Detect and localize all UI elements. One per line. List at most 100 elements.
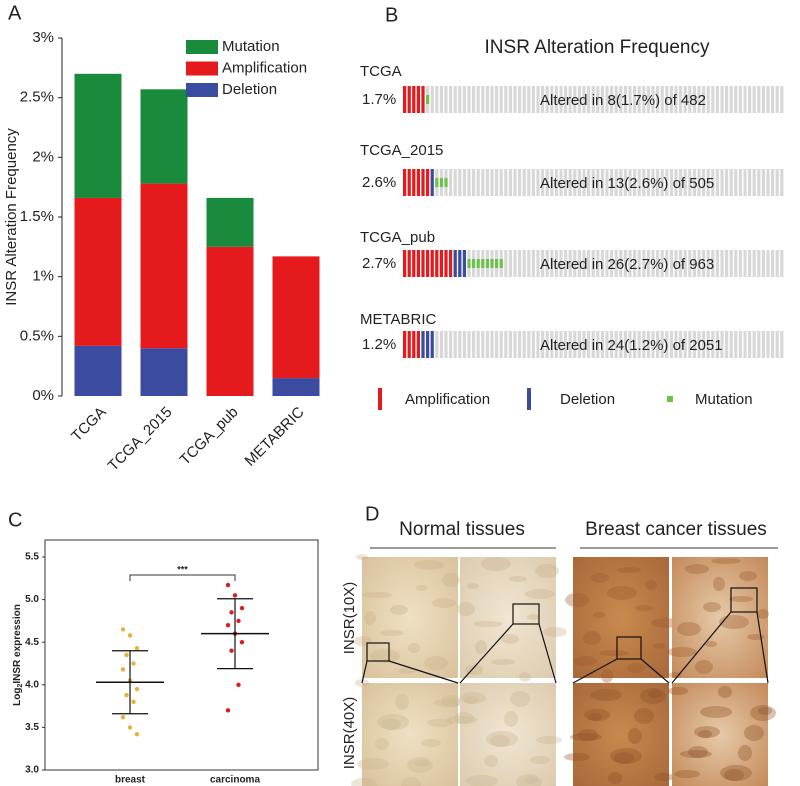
sample-tick (462, 331, 466, 358)
sample-tick (761, 250, 765, 277)
sample-tick (536, 169, 540, 196)
alteration-tick (426, 250, 430, 277)
legend-label: Mutation (222, 38, 280, 55)
x-tick-label: carcinoma (210, 775, 260, 786)
sample-tick (531, 331, 535, 358)
tissue-texture (590, 689, 622, 701)
sample-tick (734, 250, 738, 277)
row-summary: Altered in 8(1.7%) of 482 (540, 92, 706, 109)
micrograph (672, 683, 768, 786)
sample-tick (706, 169, 710, 196)
tissue-texture (504, 711, 518, 727)
alteration-tick (426, 331, 430, 358)
sample-tick (559, 331, 563, 358)
tissue-texture (635, 605, 653, 611)
sample-tick (458, 331, 462, 358)
data-point (225, 582, 231, 588)
tissue-texture (414, 560, 444, 570)
sample-tick (697, 169, 701, 196)
bar-segment (74, 345, 122, 396)
data-point (239, 605, 245, 611)
sample-tick (536, 331, 540, 358)
bar-segment (74, 73, 122, 198)
legend-swatch (186, 40, 218, 54)
sample-tick (550, 169, 554, 196)
zoom-line (756, 611, 769, 684)
sample-tick (646, 86, 650, 113)
x-tick-label: TCGA_2015 (105, 404, 176, 475)
sample-tick (702, 169, 706, 196)
tissue-texture (475, 640, 487, 654)
tissue-texture (407, 757, 433, 773)
sample-tick (665, 169, 669, 196)
sample-tick (729, 331, 733, 358)
alteration-tick (421, 169, 425, 196)
significance-label: *** (177, 564, 188, 574)
sample-tick (513, 169, 517, 196)
tissue-texture (433, 699, 465, 707)
alteration-tick (421, 86, 425, 113)
tissue-texture (705, 641, 717, 647)
sample-tick (582, 169, 586, 196)
tissue-texture (516, 774, 542, 786)
tissue-texture (442, 573, 460, 587)
sample-tick (734, 86, 738, 113)
sample-tick (476, 86, 480, 113)
alteration-tick (407, 250, 411, 277)
sample-tick (462, 169, 466, 196)
alteration-tick (407, 86, 411, 113)
data-point (120, 627, 126, 632)
tissue-texture (583, 631, 601, 645)
legend-label: Deletion (222, 81, 277, 98)
sample-tick (715, 86, 719, 113)
sample-tick (522, 169, 526, 196)
sample-tick (573, 169, 577, 196)
sample-tick (499, 169, 503, 196)
data-point (131, 661, 136, 666)
sample-tick (720, 86, 724, 113)
sample-tick (449, 331, 453, 358)
tissue-texture (645, 580, 657, 590)
sample-tick (766, 86, 770, 113)
alteration-tick (453, 250, 457, 277)
tissue-texture (524, 776, 538, 784)
y-tick-label: 2% (32, 148, 54, 165)
alteration-tick (449, 250, 453, 277)
y-axis-label-part: INSR expression (12, 604, 23, 683)
sample-tick (757, 169, 761, 196)
data-point (134, 645, 140, 651)
tissue-texture (668, 687, 688, 695)
tissue-texture (401, 777, 421, 786)
data-point (134, 686, 140, 692)
sample-tick (679, 250, 683, 277)
sample-tick (623, 169, 627, 196)
alteration-tick (407, 331, 411, 358)
sample-tick (508, 169, 512, 196)
sample-tick (513, 250, 517, 277)
sample-tick (738, 250, 742, 277)
tissue-texture (698, 730, 712, 738)
sample-tick (527, 169, 531, 196)
alteration-tick (412, 250, 416, 277)
sample-tick (614, 331, 618, 358)
alteration-tick (426, 169, 430, 196)
sample-tick (642, 331, 646, 358)
sample-tick (729, 250, 733, 277)
zoom-line (538, 623, 557, 684)
sample-tick (637, 169, 641, 196)
data-point (127, 633, 133, 638)
row-name: TCGA_pub (360, 229, 435, 246)
data-point (225, 708, 231, 713)
sample-tick (757, 331, 761, 358)
tissue-texture (744, 725, 764, 741)
tissue-texture (588, 713, 602, 721)
sample-tick (453, 331, 457, 358)
sample-tick (688, 169, 692, 196)
sample-tick (669, 250, 673, 277)
sample-tick (485, 169, 489, 196)
tissue-texture (607, 586, 637, 600)
sample-tick (711, 331, 715, 358)
sample-tick (545, 250, 549, 277)
panel-letter: B (385, 4, 398, 26)
